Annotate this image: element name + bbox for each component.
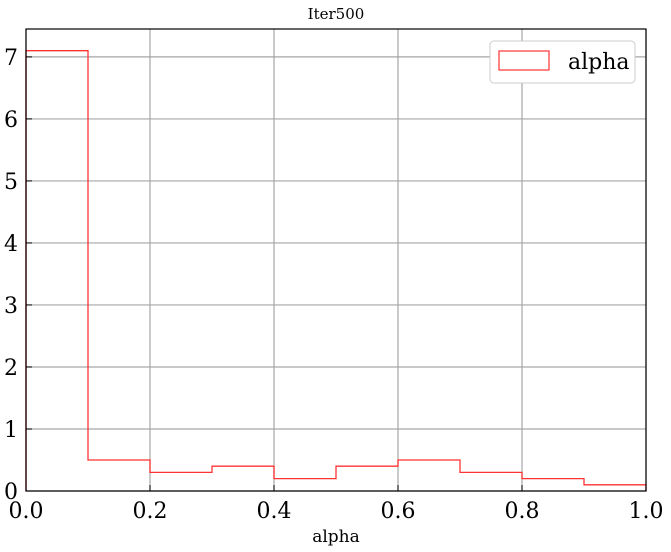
histogram-bar <box>150 472 212 491</box>
histogram-bar <box>336 466 398 491</box>
x-tick-label: 0.2 <box>133 499 168 524</box>
y-tick-label: 7 <box>4 46 18 71</box>
axis-ticks <box>25 56 647 492</box>
x-tick-label: 0.8 <box>505 499 540 524</box>
x-tick-label: 1.0 <box>629 499 664 524</box>
histogram-bar <box>212 466 274 491</box>
y-tick-label: 0 <box>4 480 18 505</box>
chart-title: Iter500 <box>308 5 365 23</box>
histogram-bar <box>88 460 150 491</box>
y-tick-label: 3 <box>4 294 18 319</box>
histogram-bar <box>584 485 646 491</box>
histogram-series <box>25 50 647 491</box>
histogram-bar <box>398 460 460 491</box>
axis-tick-labels: 0.0 0.2 0.4 0.6 0.8 1.0 0 1 2 3 4 5 6 7 <box>4 46 664 524</box>
x-tick-label: 0.4 <box>257 499 292 524</box>
legend-swatch <box>498 50 550 71</box>
histogram-bar <box>522 479 584 491</box>
plot-frame <box>25 28 647 492</box>
legend: alpha <box>489 40 636 84</box>
histogram-step-line <box>25 50 647 491</box>
y-tick-label: 2 <box>4 356 18 381</box>
y-tick-label: 1 <box>4 418 18 443</box>
grid-lines <box>25 29 647 492</box>
histogram-bar <box>460 472 522 491</box>
x-tick-label: 0.6 <box>381 499 416 524</box>
x-tick-label: 0.0 <box>9 499 44 524</box>
y-tick-label: 6 <box>4 108 18 133</box>
legend-label: alpha <box>568 50 630 75</box>
y-tick-label: 5 <box>4 170 18 195</box>
histogram-bar <box>274 479 336 491</box>
histogram-bar <box>26 51 88 491</box>
y-tick-label: 4 <box>4 232 18 257</box>
x-axis-label: alpha <box>312 527 360 547</box>
